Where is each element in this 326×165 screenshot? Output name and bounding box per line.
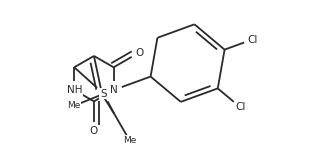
Text: O: O bbox=[90, 126, 98, 136]
Text: Me: Me bbox=[67, 101, 80, 110]
Text: O: O bbox=[135, 48, 143, 58]
Text: NH: NH bbox=[67, 85, 82, 95]
Text: N: N bbox=[110, 85, 117, 95]
Text: Cl: Cl bbox=[235, 102, 245, 112]
Text: Cl: Cl bbox=[247, 34, 258, 45]
Text: S: S bbox=[100, 89, 107, 99]
Text: Me: Me bbox=[123, 136, 137, 145]
